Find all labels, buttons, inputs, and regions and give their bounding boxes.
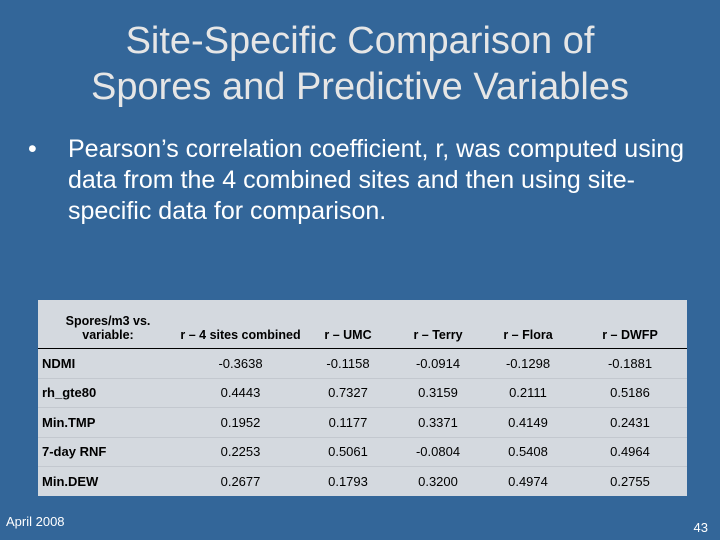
column-header: Spores/m3 vs. variable: [38,300,178,349]
table-cell: 0.1793 [303,466,393,496]
slide-title: Site-Specific Comparison of Spores and P… [0,18,720,110]
table-cell: -0.0914 [415,355,461,371]
table-cell: 0.5061 [303,436,393,467]
table-cell: 0.2431 [573,407,687,437]
slide-title-line-1: Site-Specific Comparison of [125,20,595,62]
table-cell: 0.2253 [178,436,303,467]
row-label: NDMI [42,355,76,371]
table-cell: -0.3638 [218,355,263,371]
table-cell: 0.2111 [483,377,573,408]
row-label: Min.TMP [38,407,178,437]
table-cell: 0.3200 [393,466,483,496]
bullet-icon: • [28,135,37,163]
table-cell: 0.2755 [573,466,687,496]
column-header: r – 4 sites combined [178,300,303,349]
column-header: r – DWFP [573,300,687,349]
column-header: r – Terry [393,300,483,349]
table-cell: 0.4964 [573,436,687,467]
table-header-row: Spores/m3 vs. variable: r – 4 sites comb… [38,300,687,349]
table-cell: 0.2677 [178,466,303,496]
table-row: Min.TMP 0.1952 0.1177 0.3371 0.4149 0.24… [38,407,687,437]
table-cell: 0.4149 [483,407,573,437]
table-cell: 0.3371 [393,407,483,437]
bullet-point: • Pearson’s correlation coefficient, r, … [28,134,698,227]
column-header: r – UMC [303,300,393,349]
table-row: 7-day RNF 0.2253 0.5061 -0.0804 0.5408 0… [38,436,687,467]
table-cell: -0.0804 [393,436,483,467]
row-label: Min.DEW [38,466,178,496]
table-cell: -0.1298 [505,355,551,371]
table-row: NDMI -0.3638 -0.1158 -0.0914 -0.1298 -0.… [38,349,687,379]
row-label: rh_gte80 [38,377,178,408]
table-cell: -0.1158 [326,355,370,371]
table-cell: 0.3159 [393,377,483,408]
table-row: rh_gte80 0.4443 0.7327 0.3159 0.2111 0.5… [38,377,687,408]
table-row: Min.DEW 0.2677 0.1793 0.3200 0.4974 0.27… [38,466,687,496]
slide-number: 43 [693,520,708,535]
table-cell: -0.1881 [607,355,653,371]
table-cell: 0.5408 [483,436,573,467]
correlation-table: Spores/m3 vs. variable: r – 4 sites comb… [38,300,687,496]
row-label: 7-day RNF [38,436,178,467]
table-cell: 0.5186 [573,377,687,408]
table-cell: 0.7327 [303,377,393,408]
table-cell: 0.4443 [178,377,303,408]
table-cell: 0.1952 [178,407,303,437]
table-cell: 0.1177 [303,407,393,437]
slide-title-line-2: Spores and Predictive Variables [91,66,629,108]
footer-date: April 2008 [6,514,65,529]
table-cell: 0.4974 [483,466,573,496]
bullet-text: Pearson’s correlation coefficient, r, wa… [68,135,685,225]
column-header: r – Flora [483,300,573,349]
